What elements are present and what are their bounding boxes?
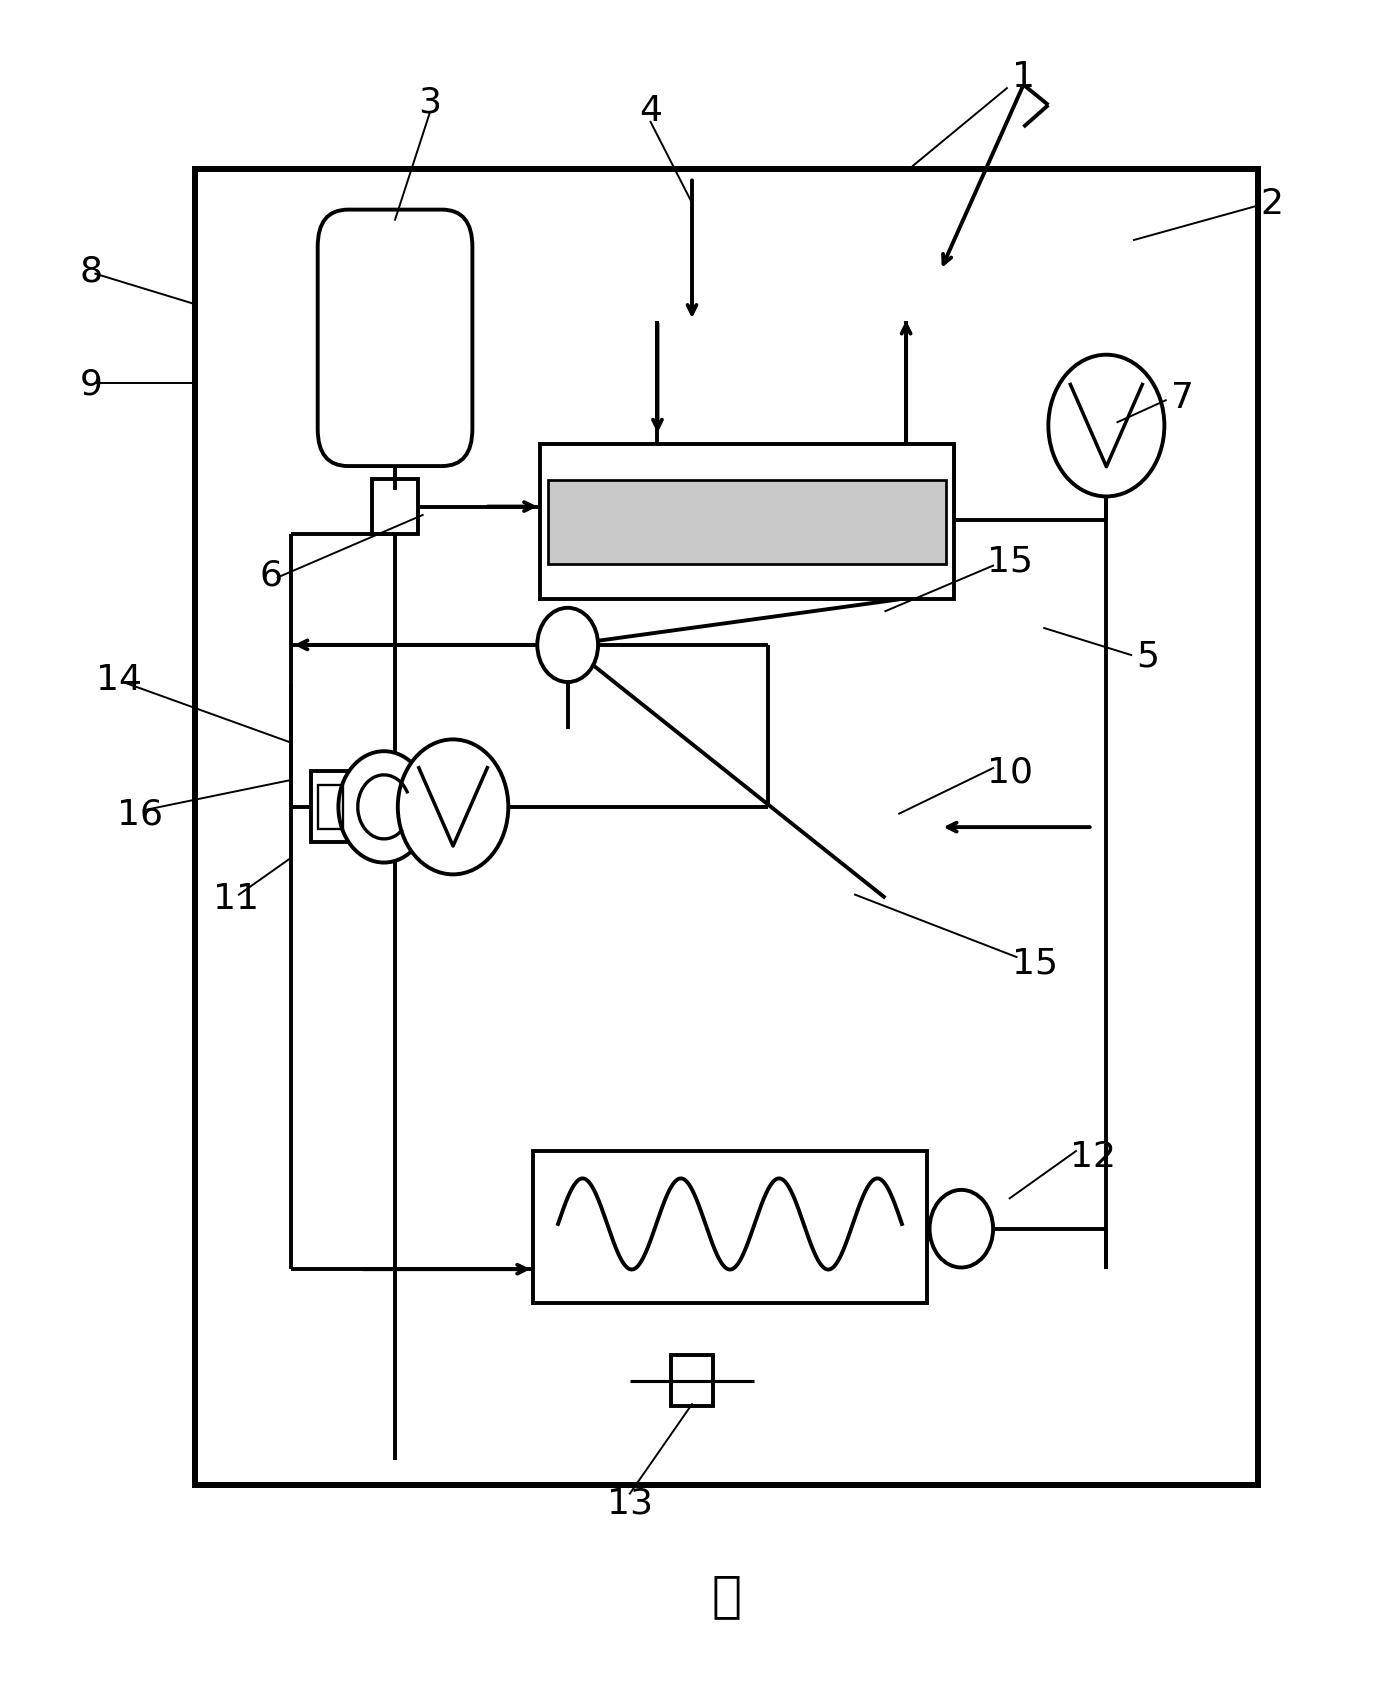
Bar: [195, 171, 1258, 1485]
Text: 7: 7: [1171, 380, 1194, 414]
Text: 11: 11: [213, 882, 259, 915]
Bar: [311, 772, 349, 843]
Bar: [533, 1152, 927, 1304]
Text: 15: 15: [1012, 946, 1057, 980]
Text: 6: 6: [259, 557, 282, 591]
Circle shape: [339, 752, 429, 863]
Circle shape: [930, 1191, 994, 1268]
Text: 1: 1: [1012, 61, 1035, 95]
Text: 5: 5: [1136, 638, 1160, 672]
Circle shape: [537, 608, 598, 682]
Text: 14: 14: [95, 662, 141, 696]
Text: 9: 9: [80, 367, 102, 402]
Circle shape: [397, 740, 508, 875]
FancyBboxPatch shape: [318, 211, 472, 466]
Text: 8: 8: [80, 253, 102, 289]
Bar: [671, 1356, 713, 1405]
Text: 4: 4: [639, 95, 662, 128]
Bar: [372, 480, 418, 535]
Bar: [318, 785, 343, 829]
Bar: [548, 480, 947, 564]
Text: 12: 12: [1070, 1140, 1116, 1174]
Text: 3: 3: [418, 86, 441, 120]
Text: 2: 2: [1261, 187, 1283, 221]
Text: 15: 15: [987, 544, 1032, 578]
Text: 10: 10: [987, 755, 1032, 789]
Bar: [540, 444, 955, 600]
Circle shape: [1048, 355, 1164, 497]
Text: 13: 13: [606, 1485, 653, 1518]
Text: 图: 图: [711, 1571, 742, 1618]
Text: 16: 16: [116, 797, 162, 831]
